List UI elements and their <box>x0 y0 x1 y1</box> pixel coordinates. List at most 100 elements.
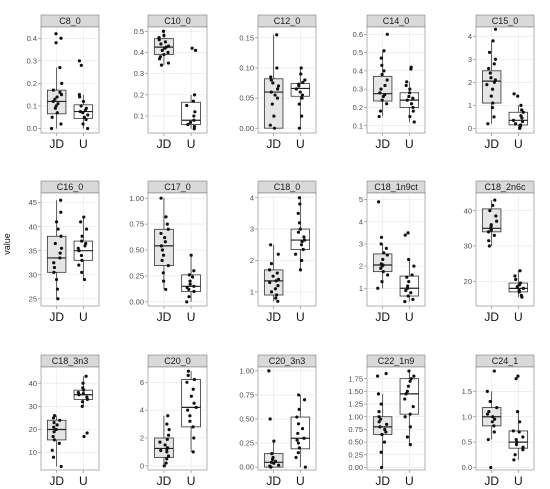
data-point <box>406 294 410 298</box>
data-point <box>79 63 83 67</box>
data-point <box>185 103 189 108</box>
data-point <box>85 431 89 435</box>
data-point <box>276 252 280 256</box>
y-tick-label: 0.3 <box>27 56 37 65</box>
data-point <box>272 126 277 130</box>
data-point <box>186 373 190 377</box>
data-point <box>160 258 164 262</box>
data-point <box>165 222 169 226</box>
data-point <box>78 109 83 114</box>
data-point <box>379 109 383 113</box>
data-point <box>382 440 387 444</box>
data-point <box>492 424 496 428</box>
data-point <box>492 430 496 434</box>
data-point <box>81 392 85 396</box>
data-point <box>269 262 274 266</box>
box-jd <box>372 253 393 273</box>
data-point <box>408 425 412 429</box>
facet-panels: C8_0 0.0 0.1 0.2 0.3 0.4 JD U C10_0 0.1 0.2 0.3 0.4 0… <box>27 14 535 488</box>
data-point <box>186 408 190 412</box>
data-point <box>486 230 491 234</box>
facet-panel: C18_0 1 2 3 4 JD U <box>250 180 317 324</box>
data-point <box>81 99 86 104</box>
data-point <box>514 377 518 381</box>
data-point <box>511 118 516 122</box>
data-point <box>52 261 56 265</box>
y-tick-label: 1.75 <box>348 374 363 383</box>
data-point <box>192 377 196 382</box>
data-point <box>490 87 495 91</box>
data-point <box>166 433 171 437</box>
data-point <box>271 81 275 85</box>
data-point <box>404 288 408 293</box>
data-point <box>274 296 278 300</box>
data-point <box>163 40 167 44</box>
facet-title: C15_0 <box>492 16 519 26</box>
data-point <box>158 55 163 59</box>
data-point <box>406 231 410 235</box>
y-tick-label: 1.00 <box>129 194 144 203</box>
facet-title: C18_1n9ct <box>374 182 418 192</box>
data-point <box>82 434 86 439</box>
data-point <box>57 441 61 445</box>
data-point <box>412 374 416 378</box>
x-tick-label: JD <box>375 310 390 324</box>
data-point <box>494 214 498 218</box>
x-tick-label: U <box>79 310 88 324</box>
data-point <box>408 91 412 95</box>
data-point <box>275 66 279 70</box>
data-point <box>185 380 189 384</box>
data-point <box>385 32 389 36</box>
data-point <box>77 93 82 97</box>
data-point <box>81 386 85 390</box>
data-point <box>296 422 301 426</box>
y-tick-label: 0.15 <box>239 33 254 42</box>
data-point <box>383 93 387 97</box>
y-tick-label: 0.75 <box>348 425 363 434</box>
data-point <box>295 415 299 419</box>
y-tick-label: 0.1 <box>134 112 144 121</box>
data-point <box>516 374 520 378</box>
x-tick-label: U <box>296 137 305 151</box>
data-point <box>159 42 163 46</box>
data-point <box>380 98 384 102</box>
x-tick-label: JD <box>266 137 281 151</box>
data-point <box>269 90 273 94</box>
data-point <box>383 427 387 432</box>
data-point <box>192 118 196 122</box>
data-point <box>268 464 272 468</box>
data-point <box>492 62 496 66</box>
data-point <box>381 257 385 262</box>
x-tick-label: JD <box>157 474 172 488</box>
data-point <box>491 39 495 43</box>
data-point <box>492 369 496 373</box>
data-point <box>193 48 198 52</box>
data-point <box>79 253 84 258</box>
data-point <box>493 57 498 61</box>
y-tick-label: 0.2 <box>353 103 363 112</box>
data-point <box>49 126 54 131</box>
data-point <box>55 111 59 115</box>
y-tick-label: 0.5 <box>462 438 472 447</box>
data-point <box>513 274 517 278</box>
y-tick-label: 1 <box>468 101 472 110</box>
facet-panel: C18_3n3 10 20 30 40 JD U <box>29 354 100 488</box>
data-point <box>56 227 60 231</box>
data-point <box>383 83 387 88</box>
y-tick-label: 0.05 <box>239 94 254 103</box>
data-point <box>294 455 298 460</box>
data-point <box>80 270 84 274</box>
data-point <box>164 287 168 292</box>
data-point <box>186 122 190 127</box>
box-u <box>290 416 311 450</box>
y-tick-label: 1.5 <box>462 387 472 396</box>
data-point <box>301 247 305 252</box>
data-point <box>269 78 273 82</box>
data-point <box>489 223 493 227</box>
data-point <box>493 78 497 82</box>
data-point <box>405 275 409 279</box>
data-point <box>486 122 490 126</box>
facet-title: C17_0 <box>164 182 191 192</box>
data-point <box>269 460 274 464</box>
data-point <box>488 209 492 213</box>
